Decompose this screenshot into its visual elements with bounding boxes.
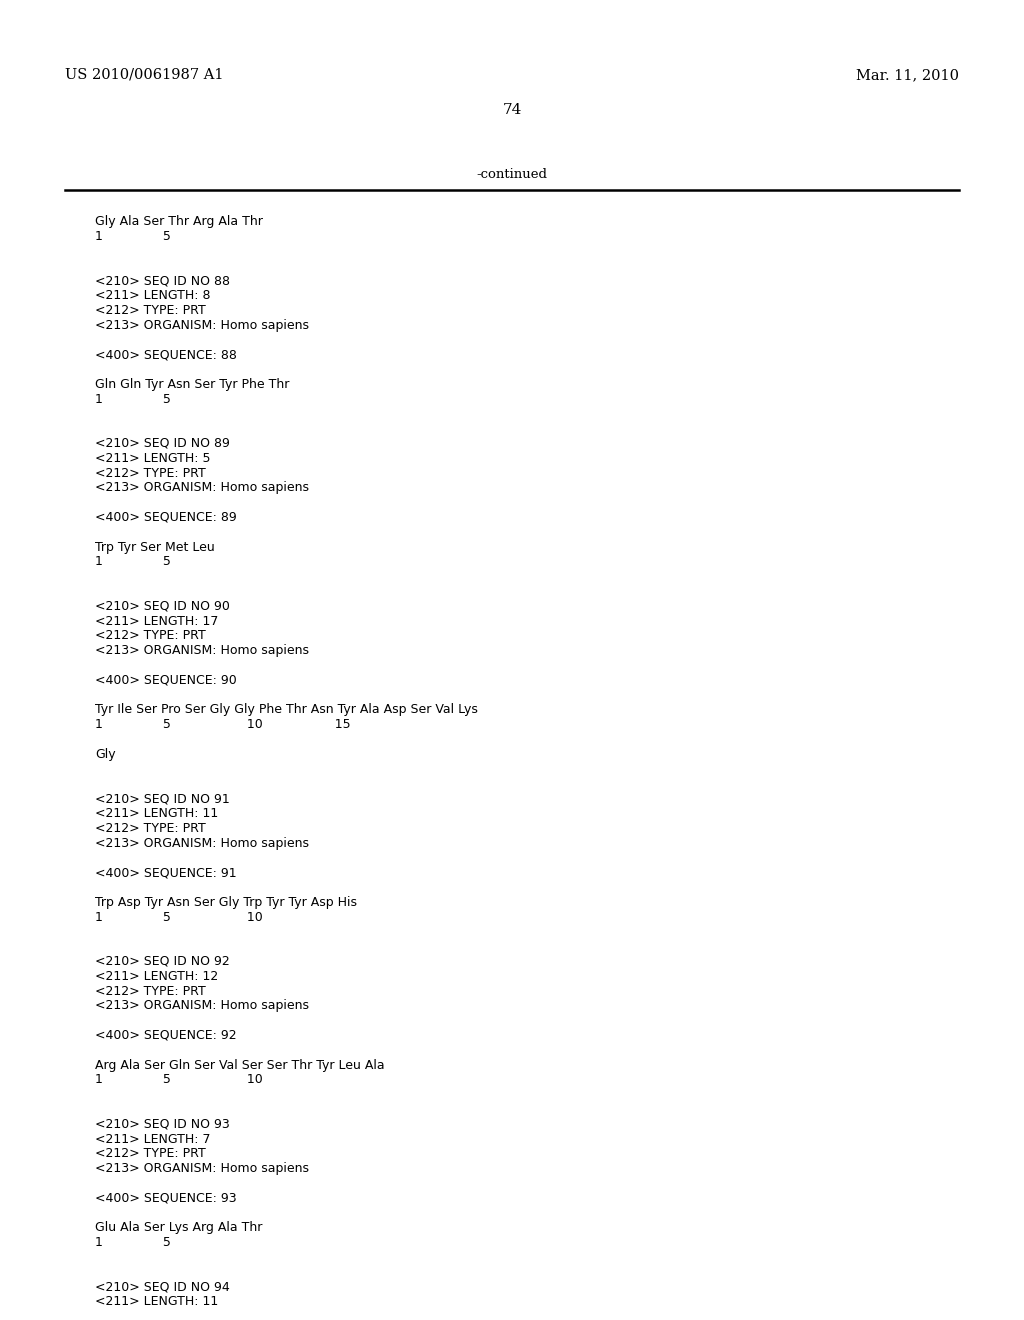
Text: Gly Ala Ser Thr Arg Ala Thr: Gly Ala Ser Thr Arg Ala Thr [95, 215, 263, 228]
Text: <210> SEQ ID NO 89: <210> SEQ ID NO 89 [95, 437, 229, 450]
Text: <213> ORGANISM: Homo sapiens: <213> ORGANISM: Homo sapiens [95, 482, 309, 495]
Text: <212> TYPE: PRT: <212> TYPE: PRT [95, 822, 206, 834]
Text: Trp Tyr Ser Met Leu: Trp Tyr Ser Met Leu [95, 541, 215, 553]
Text: Glu Ala Ser Lys Arg Ala Thr: Glu Ala Ser Lys Arg Ala Thr [95, 1221, 262, 1234]
Text: <213> ORGANISM: Homo sapiens: <213> ORGANISM: Homo sapiens [95, 318, 309, 331]
Text: <212> TYPE: PRT: <212> TYPE: PRT [95, 1147, 206, 1160]
Text: <210> SEQ ID NO 93: <210> SEQ ID NO 93 [95, 1118, 229, 1131]
Text: <400> SEQUENCE: 90: <400> SEQUENCE: 90 [95, 673, 237, 686]
Text: <212> TYPE: PRT: <212> TYPE: PRT [95, 304, 206, 317]
Text: <400> SEQUENCE: 89: <400> SEQUENCE: 89 [95, 511, 237, 524]
Text: <400> SEQUENCE: 92: <400> SEQUENCE: 92 [95, 1030, 237, 1041]
Text: Trp Asp Tyr Asn Ser Gly Trp Tyr Tyr Asp His: Trp Asp Tyr Asn Ser Gly Trp Tyr Tyr Asp … [95, 896, 357, 908]
Text: <212> TYPE: PRT: <212> TYPE: PRT [95, 985, 206, 998]
Text: <211> LENGTH: 17: <211> LENGTH: 17 [95, 615, 218, 627]
Text: 1               5: 1 5 [95, 392, 171, 405]
Text: Mar. 11, 2010: Mar. 11, 2010 [856, 69, 959, 82]
Text: <400> SEQUENCE: 91: <400> SEQUENCE: 91 [95, 866, 237, 879]
Text: <210> SEQ ID NO 92: <210> SEQ ID NO 92 [95, 954, 229, 968]
Text: Tyr Ile Ser Pro Ser Gly Gly Phe Thr Asn Tyr Ala Asp Ser Val Lys: Tyr Ile Ser Pro Ser Gly Gly Phe Thr Asn … [95, 704, 478, 717]
Text: <400> SEQUENCE: 93: <400> SEQUENCE: 93 [95, 1192, 237, 1205]
Text: 1               5: 1 5 [95, 230, 171, 243]
Text: <213> ORGANISM: Homo sapiens: <213> ORGANISM: Homo sapiens [95, 1162, 309, 1175]
Text: <211> LENGTH: 8: <211> LENGTH: 8 [95, 289, 211, 302]
Text: Gln Gln Tyr Asn Ser Tyr Phe Thr: Gln Gln Tyr Asn Ser Tyr Phe Thr [95, 378, 290, 391]
Text: <212> TYPE: PRT: <212> TYPE: PRT [95, 630, 206, 643]
Text: <211> LENGTH: 7: <211> LENGTH: 7 [95, 1133, 211, 1146]
Text: <210> SEQ ID NO 90: <210> SEQ ID NO 90 [95, 599, 229, 612]
Text: <210> SEQ ID NO 88: <210> SEQ ID NO 88 [95, 275, 230, 288]
Text: <212> TYPE: PRT: <212> TYPE: PRT [95, 466, 206, 479]
Text: 1               5: 1 5 [95, 1237, 171, 1249]
Text: <211> LENGTH: 12: <211> LENGTH: 12 [95, 970, 218, 983]
Text: <211> LENGTH: 5: <211> LENGTH: 5 [95, 451, 211, 465]
Text: 74: 74 [503, 103, 521, 117]
Text: 1               5: 1 5 [95, 556, 171, 569]
Text: 1               5                   10                  15: 1 5 10 15 [95, 718, 350, 731]
Text: -continued: -continued [476, 169, 548, 181]
Text: <210> SEQ ID NO 94: <210> SEQ ID NO 94 [95, 1280, 229, 1294]
Text: <211> LENGTH: 11: <211> LENGTH: 11 [95, 1295, 218, 1308]
Text: 1               5                   10: 1 5 10 [95, 911, 263, 924]
Text: <210> SEQ ID NO 91: <210> SEQ ID NO 91 [95, 792, 229, 805]
Text: Gly: Gly [95, 748, 116, 760]
Text: <400> SEQUENCE: 88: <400> SEQUENCE: 88 [95, 348, 237, 362]
Text: US 2010/0061987 A1: US 2010/0061987 A1 [65, 69, 223, 82]
Text: <211> LENGTH: 11: <211> LENGTH: 11 [95, 807, 218, 820]
Text: <213> ORGANISM: Homo sapiens: <213> ORGANISM: Homo sapiens [95, 644, 309, 657]
Text: Arg Ala Ser Gln Ser Val Ser Ser Thr Tyr Leu Ala: Arg Ala Ser Gln Ser Val Ser Ser Thr Tyr … [95, 1059, 385, 1072]
Text: <213> ORGANISM: Homo sapiens: <213> ORGANISM: Homo sapiens [95, 999, 309, 1012]
Text: <213> ORGANISM: Homo sapiens: <213> ORGANISM: Homo sapiens [95, 837, 309, 850]
Text: 1               5                   10: 1 5 10 [95, 1073, 263, 1086]
